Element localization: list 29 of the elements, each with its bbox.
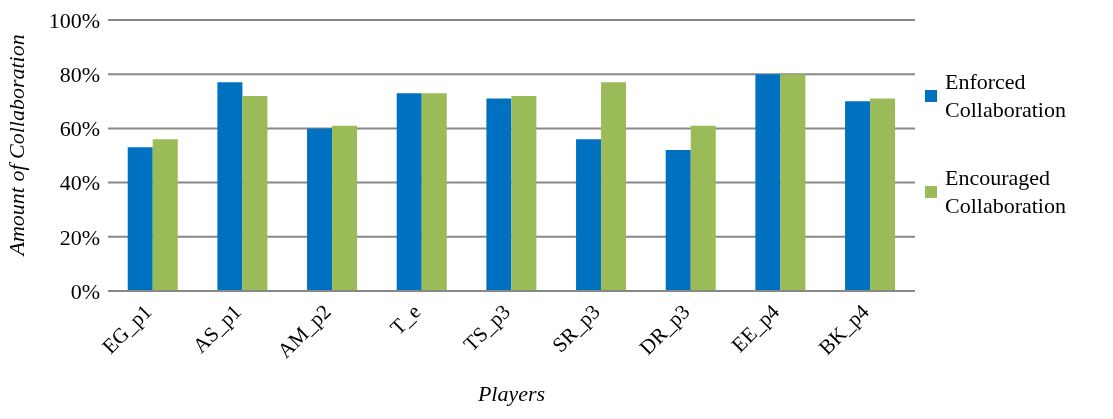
- bar: [690, 125, 716, 291]
- legend-label: Enforced Collaboration: [945, 68, 1067, 124]
- bar: [576, 139, 602, 291]
- x-tick-label: T_e: [385, 299, 426, 340]
- bar: [870, 98, 896, 291]
- bar: [601, 82, 627, 291]
- bar: [307, 128, 333, 291]
- bar: [755, 74, 781, 291]
- bar: [780, 74, 806, 291]
- bar: [332, 125, 358, 291]
- y-tick-label: 40%: [59, 170, 100, 196]
- bar: [242, 95, 268, 291]
- bar: [127, 147, 153, 291]
- bar: [217, 82, 243, 291]
- x-axis-title: Players: [476, 381, 546, 406]
- y-tick-label: 80%: [59, 62, 100, 88]
- y-axis-title: Amount of Collaboration: [3, 34, 29, 258]
- bar: [665, 150, 691, 291]
- bar: [421, 93, 447, 291]
- bar: [845, 101, 871, 291]
- bar: [396, 93, 422, 291]
- bar: [152, 139, 178, 291]
- y-tick-label: 20%: [59, 224, 100, 250]
- y-tick-label: 0%: [70, 278, 100, 304]
- y-tick-label: 60%: [59, 116, 100, 142]
- y-tick-label: 100%: [48, 7, 100, 33]
- bar: [486, 98, 512, 291]
- bar: [511, 95, 537, 291]
- legend-label: Encouraged Collaboration: [945, 164, 1067, 220]
